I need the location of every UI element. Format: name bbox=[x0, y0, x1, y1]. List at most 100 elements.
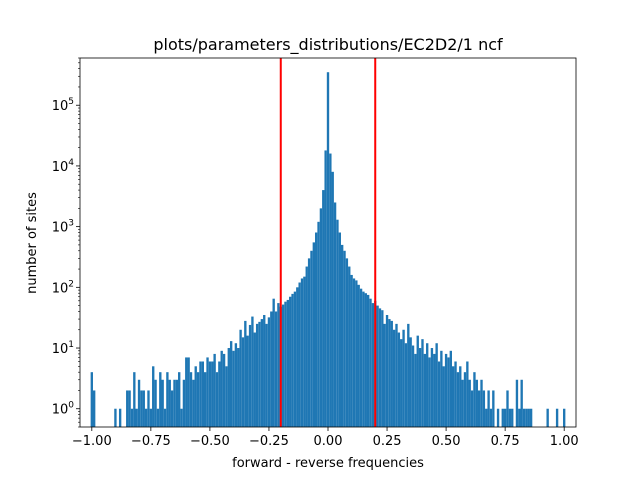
histogram-bar bbox=[466, 361, 469, 427]
histogram-bar bbox=[355, 280, 358, 427]
histogram-bar bbox=[475, 379, 478, 427]
histogram-bar bbox=[390, 320, 393, 427]
histogram-bar bbox=[161, 379, 164, 427]
histogram-bar bbox=[357, 284, 360, 427]
histogram-bar bbox=[218, 361, 221, 427]
histogram-bar bbox=[336, 219, 339, 427]
histogram-bar bbox=[255, 323, 259, 427]
histogram-bar bbox=[518, 408, 521, 427]
histogram-bar bbox=[263, 315, 266, 427]
histogram-bar bbox=[381, 310, 384, 427]
histogram-bar bbox=[246, 335, 249, 427]
histogram-bar bbox=[185, 357, 188, 427]
x-tick-label: −0.25 bbox=[249, 434, 289, 449]
histogram-bar bbox=[508, 408, 512, 427]
histogram-bar bbox=[324, 150, 327, 427]
histogram-bar bbox=[383, 323, 386, 427]
histogram-bar bbox=[359, 288, 363, 427]
y-axis-label: number of sites bbox=[25, 192, 40, 294]
histogram-bar bbox=[563, 408, 566, 427]
histogram-bar bbox=[204, 372, 207, 427]
histogram-bar bbox=[213, 353, 216, 427]
histogram-bar bbox=[300, 278, 304, 427]
histogram-bar bbox=[395, 323, 398, 427]
histogram-bar bbox=[376, 305, 379, 427]
histogram-bar bbox=[284, 301, 287, 427]
histogram-bar bbox=[130, 408, 134, 427]
histogram-bar bbox=[159, 372, 162, 427]
histogram-bar bbox=[529, 408, 533, 427]
histogram-bar bbox=[272, 298, 275, 427]
histogram-bar bbox=[470, 390, 474, 427]
histogram-bar bbox=[416, 335, 419, 427]
histogram-bar bbox=[362, 291, 365, 427]
histogram-bar bbox=[482, 390, 486, 427]
histogram-bar bbox=[487, 390, 490, 427]
histogram-bar bbox=[133, 372, 136, 427]
histogram-bar bbox=[371, 303, 375, 427]
histogram-bar bbox=[414, 353, 417, 427]
histogram-bar bbox=[440, 350, 443, 427]
x-tick-label: −0.75 bbox=[131, 434, 171, 449]
chart-title: plots/parameters_distributions/EC2D2/1 n… bbox=[153, 35, 503, 55]
histogram-bar bbox=[402, 329, 405, 427]
histogram-bar bbox=[192, 379, 195, 427]
histogram-bar bbox=[319, 208, 323, 427]
histogram-bar bbox=[182, 379, 186, 427]
histogram-bar bbox=[392, 329, 396, 427]
histogram-bar bbox=[293, 291, 297, 427]
y-tick-label: 101 bbox=[52, 340, 74, 357]
histogram-bar bbox=[175, 379, 179, 427]
histogram-bar bbox=[199, 361, 202, 427]
histogram-bar bbox=[152, 366, 155, 427]
histogram-bar bbox=[473, 372, 476, 427]
histogram-bar bbox=[456, 372, 460, 427]
histogram-bar bbox=[298, 282, 301, 427]
histogram-bar bbox=[144, 408, 148, 427]
histogram-bar bbox=[154, 379, 157, 427]
histogram-bar bbox=[265, 323, 268, 427]
histogram-bar bbox=[366, 294, 370, 427]
y-tick-label: 102 bbox=[52, 279, 74, 296]
histogram-bar bbox=[258, 321, 261, 427]
histogram-bar bbox=[180, 408, 183, 427]
histogram-bar bbox=[520, 379, 523, 427]
histogram-bar bbox=[163, 408, 167, 427]
histogram-bar bbox=[444, 353, 448, 427]
histogram-bar bbox=[331, 171, 334, 427]
histogram-bar bbox=[404, 343, 408, 427]
x-tick-label: −0.50 bbox=[190, 434, 230, 449]
histogram-bar bbox=[442, 366, 445, 427]
histogram-bar bbox=[142, 390, 145, 427]
histogram-bar bbox=[428, 357, 431, 427]
histogram-bar bbox=[137, 379, 141, 427]
x-tick-label: −1.00 bbox=[72, 434, 112, 449]
histogram-bar bbox=[237, 348, 240, 427]
histogram-bar bbox=[400, 339, 403, 427]
histogram-bar bbox=[189, 372, 193, 427]
histogram-bar bbox=[149, 408, 153, 427]
y-tick-label: 104 bbox=[52, 158, 75, 175]
histogram-bar bbox=[220, 350, 223, 427]
histogram-bar bbox=[307, 258, 311, 427]
histogram-bar bbox=[477, 390, 481, 427]
histogram-bar bbox=[206, 357, 209, 427]
histogram-bar bbox=[449, 350, 452, 427]
histogram-bar bbox=[126, 390, 129, 427]
histogram-bar bbox=[345, 258, 349, 427]
histogram-bar bbox=[343, 250, 346, 427]
histogram-bar bbox=[430, 348, 434, 427]
histogram-bar bbox=[480, 379, 483, 427]
histogram-bar bbox=[303, 276, 306, 427]
histogram-bar bbox=[340, 244, 344, 427]
histogram-bar bbox=[260, 319, 264, 427]
histogram-bar bbox=[286, 299, 290, 427]
histogram-bar bbox=[522, 408, 526, 427]
histogram-bar bbox=[229, 341, 233, 427]
y-tick-label: 100 bbox=[52, 401, 75, 418]
reference-lines bbox=[279, 58, 377, 427]
histogram-bar bbox=[364, 293, 367, 427]
histogram-bar bbox=[173, 379, 176, 427]
histogram-bar bbox=[506, 390, 509, 427]
